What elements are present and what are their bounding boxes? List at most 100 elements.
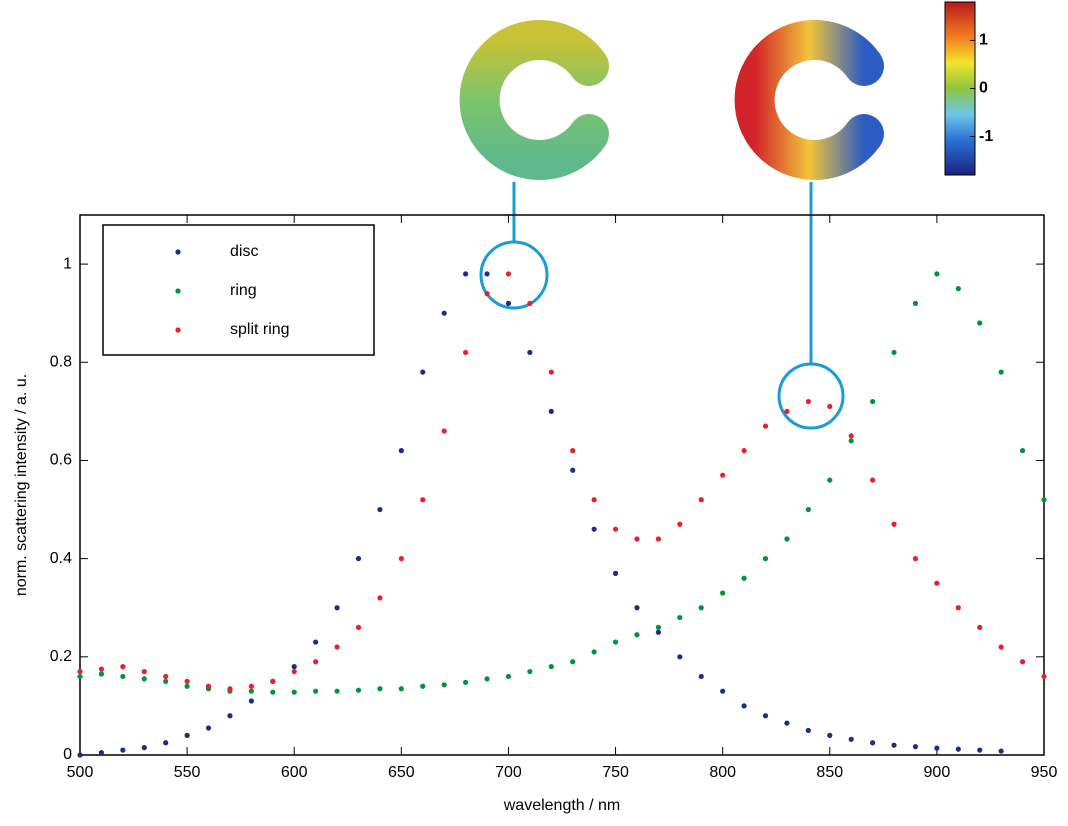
point xyxy=(313,639,319,645)
point xyxy=(634,536,640,542)
y-tick-label: 0 xyxy=(63,746,72,763)
point xyxy=(141,676,147,682)
point xyxy=(570,467,576,473)
point xyxy=(720,472,726,478)
point xyxy=(677,521,683,527)
point xyxy=(998,369,1004,375)
point xyxy=(313,688,319,694)
legend-marker xyxy=(175,327,181,333)
point xyxy=(120,673,126,680)
point xyxy=(827,732,833,738)
point xyxy=(570,659,576,665)
point xyxy=(98,749,105,756)
point xyxy=(805,506,811,513)
point xyxy=(998,748,1004,754)
point xyxy=(205,725,212,731)
point xyxy=(334,605,340,611)
point xyxy=(955,286,961,292)
point xyxy=(612,526,619,532)
point xyxy=(634,632,640,638)
y-tick-label: 0.6 xyxy=(50,452,72,469)
point xyxy=(720,590,726,596)
point xyxy=(420,497,426,503)
point xyxy=(291,664,297,670)
point xyxy=(141,745,147,751)
point xyxy=(548,664,554,670)
point xyxy=(891,742,897,748)
point xyxy=(891,349,897,356)
point xyxy=(677,614,683,621)
point xyxy=(912,556,919,562)
point xyxy=(291,668,297,675)
point xyxy=(698,605,704,611)
point xyxy=(977,747,983,753)
x-tick-label: 700 xyxy=(495,764,522,781)
point xyxy=(248,688,254,694)
point xyxy=(484,290,490,297)
point xyxy=(741,703,747,709)
point xyxy=(398,686,404,692)
y-tick-label: 0.8 xyxy=(50,353,72,370)
point xyxy=(912,300,919,306)
plot-frame xyxy=(79,214,1045,756)
point xyxy=(163,740,169,746)
colorbar-tick-label: -1 xyxy=(979,128,993,145)
point xyxy=(205,683,212,689)
point xyxy=(762,556,769,562)
point xyxy=(120,747,126,753)
point xyxy=(184,683,190,689)
point xyxy=(784,536,790,542)
point xyxy=(505,271,512,277)
point xyxy=(120,664,126,670)
x-tick-label: 800 xyxy=(709,764,736,781)
point xyxy=(270,678,276,684)
point xyxy=(77,673,83,680)
point xyxy=(398,448,404,454)
point xyxy=(1019,448,1026,454)
point xyxy=(805,398,811,405)
highlight xyxy=(479,240,549,310)
point xyxy=(934,271,940,277)
point xyxy=(998,644,1004,650)
point xyxy=(98,671,105,677)
point xyxy=(784,408,790,414)
point xyxy=(548,369,554,375)
x-tick-label: 500 xyxy=(67,764,94,781)
inset-images xyxy=(459,1,976,180)
x-tick-label: 650 xyxy=(388,764,415,781)
point xyxy=(698,673,704,680)
point xyxy=(591,649,597,655)
point xyxy=(891,521,897,527)
point xyxy=(1041,497,1047,503)
point xyxy=(570,448,576,454)
point xyxy=(334,644,340,650)
point xyxy=(355,556,362,562)
point xyxy=(848,736,854,742)
y-tick-label: 0.4 xyxy=(50,550,72,567)
point xyxy=(77,752,83,758)
x-tick-label: 600 xyxy=(281,764,308,781)
point xyxy=(355,687,362,693)
point xyxy=(1041,673,1047,680)
point xyxy=(634,605,640,611)
point xyxy=(720,688,726,694)
x-tick-label: 550 xyxy=(174,764,201,781)
point xyxy=(527,668,533,675)
point xyxy=(484,676,490,682)
point xyxy=(313,659,319,665)
point xyxy=(677,654,683,660)
point xyxy=(420,369,426,375)
point xyxy=(355,624,362,630)
point xyxy=(698,497,704,503)
point xyxy=(762,423,769,429)
point xyxy=(784,720,790,726)
point xyxy=(270,689,276,695)
point xyxy=(463,349,469,356)
point xyxy=(805,727,811,734)
point xyxy=(955,605,961,611)
x-tick-label: 750 xyxy=(602,764,629,781)
point xyxy=(163,673,169,680)
point xyxy=(934,745,940,751)
series xyxy=(77,271,1004,758)
point xyxy=(977,320,983,326)
